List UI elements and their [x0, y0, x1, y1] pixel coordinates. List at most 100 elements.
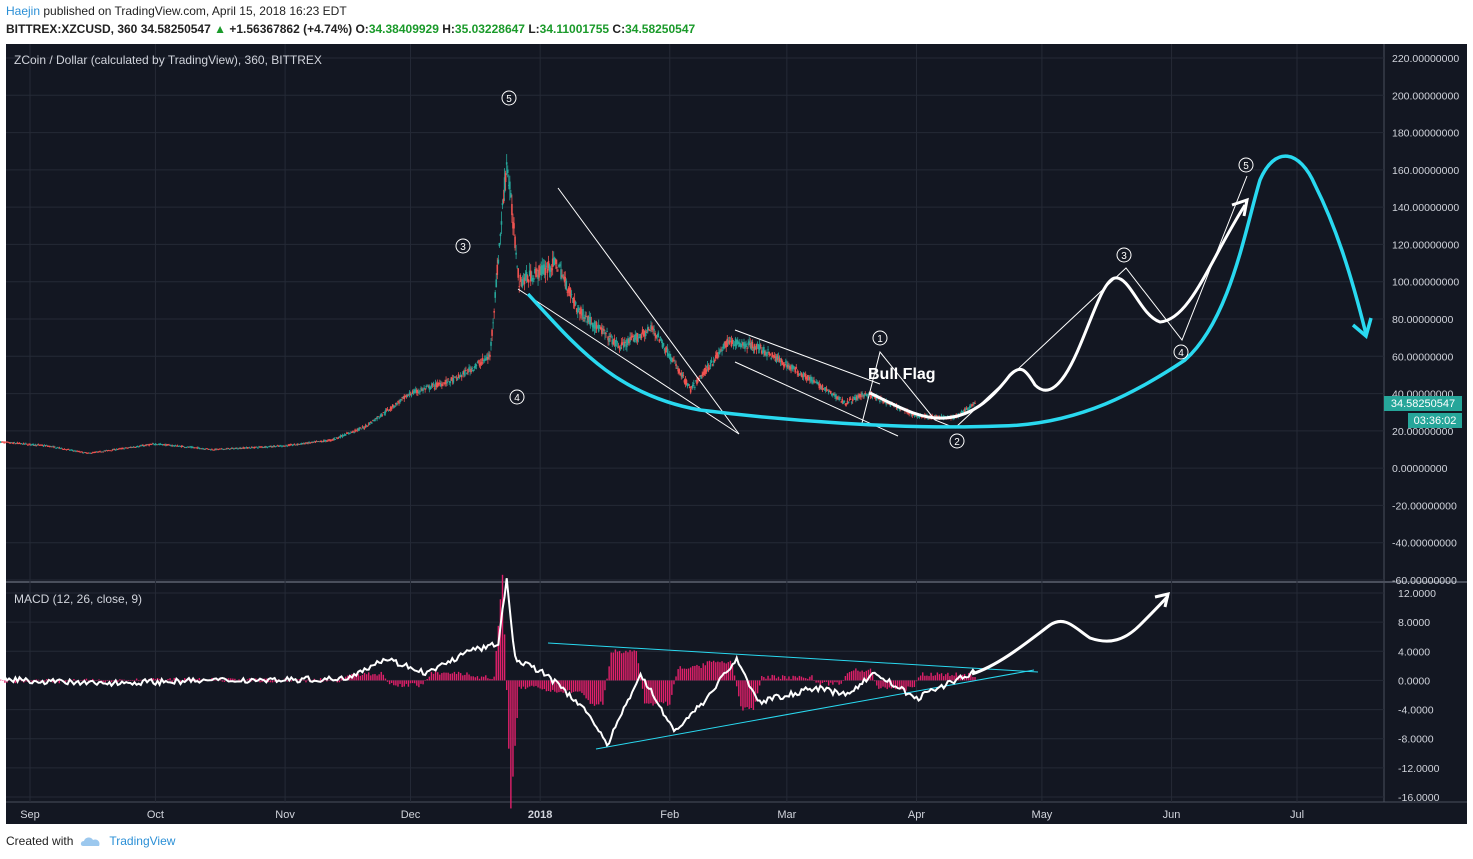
candle-body — [400, 399, 402, 400]
candle-body — [453, 376, 456, 378]
macd-hist-bar — [73, 679, 75, 681]
candle-body — [343, 434, 346, 436]
macd-hist-bar — [230, 678, 232, 681]
candle-body — [344, 434, 347, 436]
candle-body — [292, 444, 295, 446]
candle-body — [725, 341, 728, 348]
candle-body — [359, 427, 362, 429]
macd-hist-bar — [700, 667, 702, 681]
candle-body — [565, 280, 568, 290]
macd-hist-bar — [953, 675, 955, 681]
macd-hist-bar — [735, 680, 738, 687]
candle-body — [153, 444, 156, 446]
candle-body — [519, 274, 522, 282]
candle-body — [382, 412, 385, 414]
candle-body — [353, 431, 355, 433]
candle-body — [579, 311, 581, 315]
candle-body — [452, 377, 455, 383]
macd-hist-bar — [623, 652, 625, 681]
candle-body — [121, 448, 123, 450]
macd-hist-bar — [673, 680, 675, 685]
candle-body — [504, 173, 507, 183]
open-value: 34.38409929 — [368, 22, 439, 36]
candle-body — [0, 441, 2, 443]
macd-hist-bar — [4, 680, 6, 683]
macd-hist-bar — [857, 670, 859, 681]
macd-hist-bar — [612, 652, 615, 681]
candle-body — [13, 442, 16, 444]
tradingview-link[interactable]: TradingView — [109, 834, 176, 848]
last-price-tag — [1384, 396, 1462, 411]
candle-body — [94, 452, 96, 453]
candle-body — [659, 336, 662, 339]
macd-hist-bar — [888, 680, 891, 688]
candle-body — [279, 445, 281, 447]
macd-tick-label: -4.0000 — [1398, 705, 1434, 717]
candle-body — [79, 451, 81, 453]
candle-body — [209, 448, 211, 450]
macd-hist-bar — [265, 678, 267, 681]
candle-body — [87, 452, 90, 454]
candle-body — [457, 374, 460, 379]
candle-body — [259, 446, 261, 448]
macd-hist-bar — [940, 673, 943, 681]
macd-hist-bar — [305, 680, 307, 683]
macd-hist-bar — [439, 674, 441, 681]
candle-body — [908, 412, 910, 415]
author-link[interactable]: Haejin — [6, 4, 41, 18]
candle-body — [553, 257, 556, 260]
macd-hist-bar — [418, 680, 420, 688]
macd-hist-bar — [972, 676, 974, 681]
macd-hist-bar — [307, 679, 309, 681]
candle-body — [538, 265, 540, 278]
candle-body — [195, 447, 198, 449]
candle-body — [133, 446, 136, 448]
candle-body — [123, 448, 125, 450]
macd-hist-bar — [899, 680, 901, 688]
candle-body — [314, 441, 317, 443]
candle-body — [458, 375, 461, 377]
candle-body — [805, 379, 808, 381]
macd-hist-bar — [880, 680, 882, 689]
candle-body — [694, 387, 696, 388]
macd-hist-bar — [491, 679, 493, 681]
macd-hist-bar — [593, 680, 596, 706]
candle-body — [429, 386, 432, 390]
candle-body — [973, 402, 975, 405]
macd-hist-bar — [570, 680, 573, 693]
candle-body — [536, 269, 538, 272]
chart-canvas[interactable]: 5 3 4 1 2 3 4 5 Bull Flag ZCoin / Dollar… — [0, 44, 1473, 824]
macd-hist-bar — [123, 679, 125, 681]
macd-hist-bar — [704, 665, 707, 681]
candle-body — [722, 346, 724, 348]
candle-body — [285, 445, 287, 447]
candle-body — [260, 446, 262, 448]
candle-body — [837, 397, 839, 399]
candle-body — [85, 452, 88, 454]
candle-body — [306, 443, 308, 445]
candle-body — [528, 270, 531, 277]
candle-body — [656, 335, 659, 337]
candle-body — [968, 405, 971, 409]
created-with-label: Created with — [6, 834, 74, 848]
price-candles — [0, 154, 976, 454]
candle-body — [134, 447, 137, 448]
candle-body — [769, 354, 771, 356]
candle-body — [330, 439, 332, 441]
candle-body — [598, 327, 601, 328]
macd-hist-bar — [129, 680, 132, 681]
candle-body — [59, 448, 62, 450]
candle-body — [839, 397, 841, 399]
candle-body — [217, 449, 219, 451]
candle-body — [866, 395, 869, 397]
candle-body — [264, 446, 267, 448]
candle-body — [520, 280, 523, 287]
candle-body — [898, 407, 901, 411]
candle-body — [0, 441, 3, 443]
candle-body — [642, 333, 645, 336]
candle-body — [427, 386, 430, 387]
macd-hist-bar — [464, 674, 466, 681]
time-tick-label: Nov — [275, 809, 295, 821]
candle-body — [456, 378, 459, 381]
candle-body — [295, 444, 298, 446]
